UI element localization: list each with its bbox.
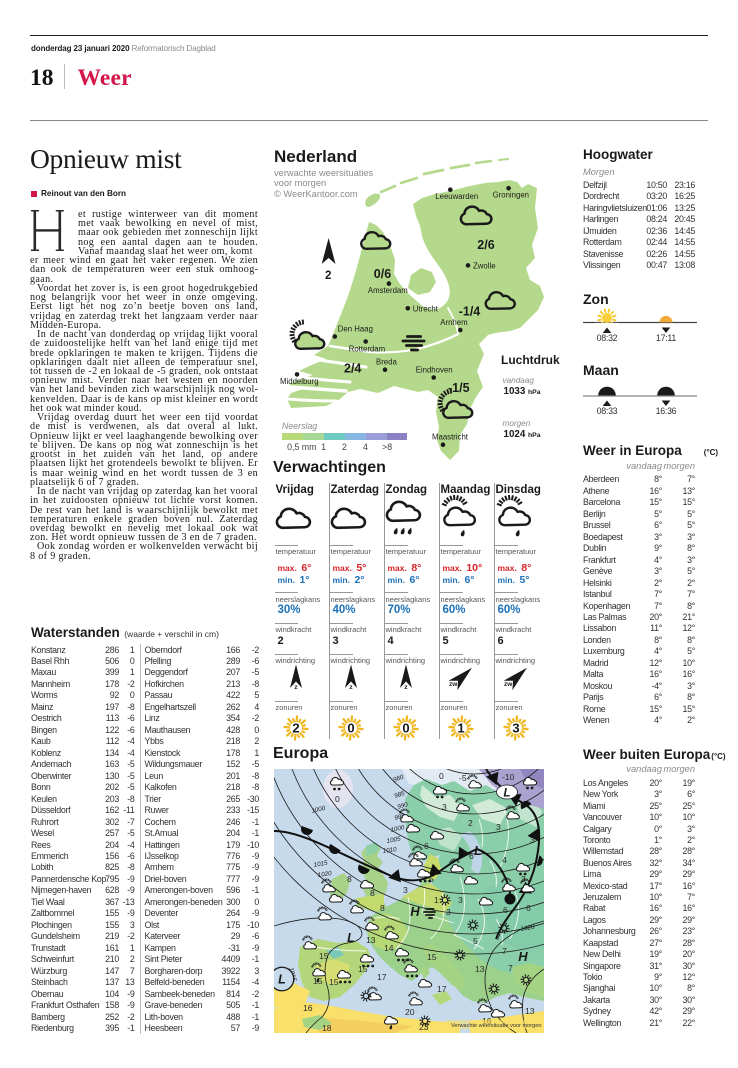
svg-text:7: 7 (502, 946, 507, 956)
svg-text:3: 3 (446, 907, 451, 917)
svg-text:Amsterdam: Amsterdam (368, 286, 408, 295)
svg-text:1020: 1020 (317, 870, 332, 879)
svg-text:Breda: Breda (376, 358, 397, 367)
svg-text:6: 6 (526, 903, 531, 913)
svg-text:0: 0 (335, 794, 340, 804)
svg-text:3: 3 (442, 802, 447, 812)
svg-text:2/4: 2/4 (344, 362, 361, 376)
svg-text:Middelburg: Middelburg (280, 377, 319, 386)
svg-text:3: 3 (458, 895, 463, 905)
svg-text:Utrecht: Utrecht (413, 304, 439, 313)
svg-text:15: 15 (319, 951, 329, 961)
svg-text:Verwachte weersituatie voor mo: Verwachte weersituatie voor morgen (451, 1023, 541, 1029)
svg-text:-1/4: -1/4 (459, 305, 481, 319)
svg-text:-1/5: -1/5 (448, 381, 470, 395)
svg-text:13: 13 (525, 1006, 535, 1016)
svg-text:1000: 1000 (311, 805, 327, 815)
svg-text:1000: 1000 (390, 824, 406, 834)
svg-text:-5: -5 (459, 773, 467, 783)
svg-text:3: 3 (496, 822, 501, 832)
svg-text:1015: 1015 (313, 860, 329, 869)
svg-text:0: 0 (402, 721, 409, 736)
svg-text:15: 15 (329, 977, 339, 987)
svg-text:0/6: 0/6 (374, 267, 391, 281)
svg-text:1: 1 (457, 721, 464, 736)
svg-text:3: 3 (530, 835, 535, 845)
svg-text:8: 8 (380, 903, 385, 913)
svg-text:1010: 1010 (382, 846, 397, 855)
svg-text:20: 20 (405, 1007, 415, 1017)
svg-text:3: 3 (512, 721, 519, 736)
svg-text:L: L (474, 844, 482, 858)
svg-text:18: 18 (322, 1023, 332, 1033)
svg-text:8: 8 (370, 888, 375, 898)
svg-text:6: 6 (424, 841, 429, 851)
svg-text:17: 17 (437, 984, 447, 994)
svg-text:995: 995 (394, 812, 406, 821)
svg-text:14: 14 (384, 943, 394, 953)
svg-text:Rotterdam: Rotterdam (349, 345, 385, 354)
svg-text:L: L (347, 931, 355, 945)
svg-text:16: 16 (303, 1003, 313, 1013)
svg-text:6: 6 (469, 851, 474, 861)
svg-text:Maastricht: Maastricht (432, 433, 469, 442)
svg-text:1005: 1005 (386, 836, 402, 845)
svg-text:H: H (410, 904, 420, 919)
svg-text:3: 3 (403, 885, 408, 895)
svg-text:2/6: 2/6 (477, 238, 494, 252)
svg-text:17: 17 (377, 972, 387, 982)
svg-text:23: 23 (419, 1022, 429, 1032)
svg-text:8: 8 (347, 874, 352, 884)
svg-text:980: 980 (392, 774, 405, 784)
svg-text:15: 15 (358, 964, 368, 974)
svg-text:5: 5 (473, 936, 478, 946)
svg-text:0: 0 (347, 721, 354, 736)
svg-text:Eindhoven: Eindhoven (416, 366, 453, 375)
svg-text:6: 6 (503, 905, 508, 915)
svg-text:4: 4 (502, 855, 507, 865)
svg-text:H: H (518, 949, 528, 964)
svg-text:L: L (278, 973, 286, 987)
svg-text:2: 2 (468, 818, 473, 828)
svg-text:Leeuwarden: Leeuwarden (435, 192, 478, 201)
svg-text:1020: 1020 (520, 924, 536, 933)
svg-text:990: 990 (397, 801, 410, 811)
svg-text:2: 2 (292, 721, 299, 736)
svg-text:7: 7 (496, 932, 501, 942)
svg-text:5: 5 (429, 874, 434, 884)
svg-text:Arnhem: Arnhem (440, 318, 467, 327)
svg-text:Den Haag: Den Haag (338, 325, 373, 334)
svg-text:7: 7 (508, 963, 513, 973)
svg-text:13: 13 (475, 964, 485, 974)
svg-text:0: 0 (439, 771, 444, 781)
svg-text:3: 3 (521, 874, 526, 884)
svg-text:13: 13 (366, 935, 376, 945)
svg-text:2: 2 (325, 270, 331, 282)
svg-text:-10: -10 (502, 772, 515, 782)
svg-text:Groningen: Groningen (493, 191, 529, 200)
svg-text:Zwolle: Zwolle (473, 261, 496, 270)
svg-text:L: L (503, 788, 510, 800)
svg-text:985: 985 (393, 790, 406, 800)
svg-text:15: 15 (427, 952, 437, 962)
svg-text:1: 1 (434, 895, 439, 905)
